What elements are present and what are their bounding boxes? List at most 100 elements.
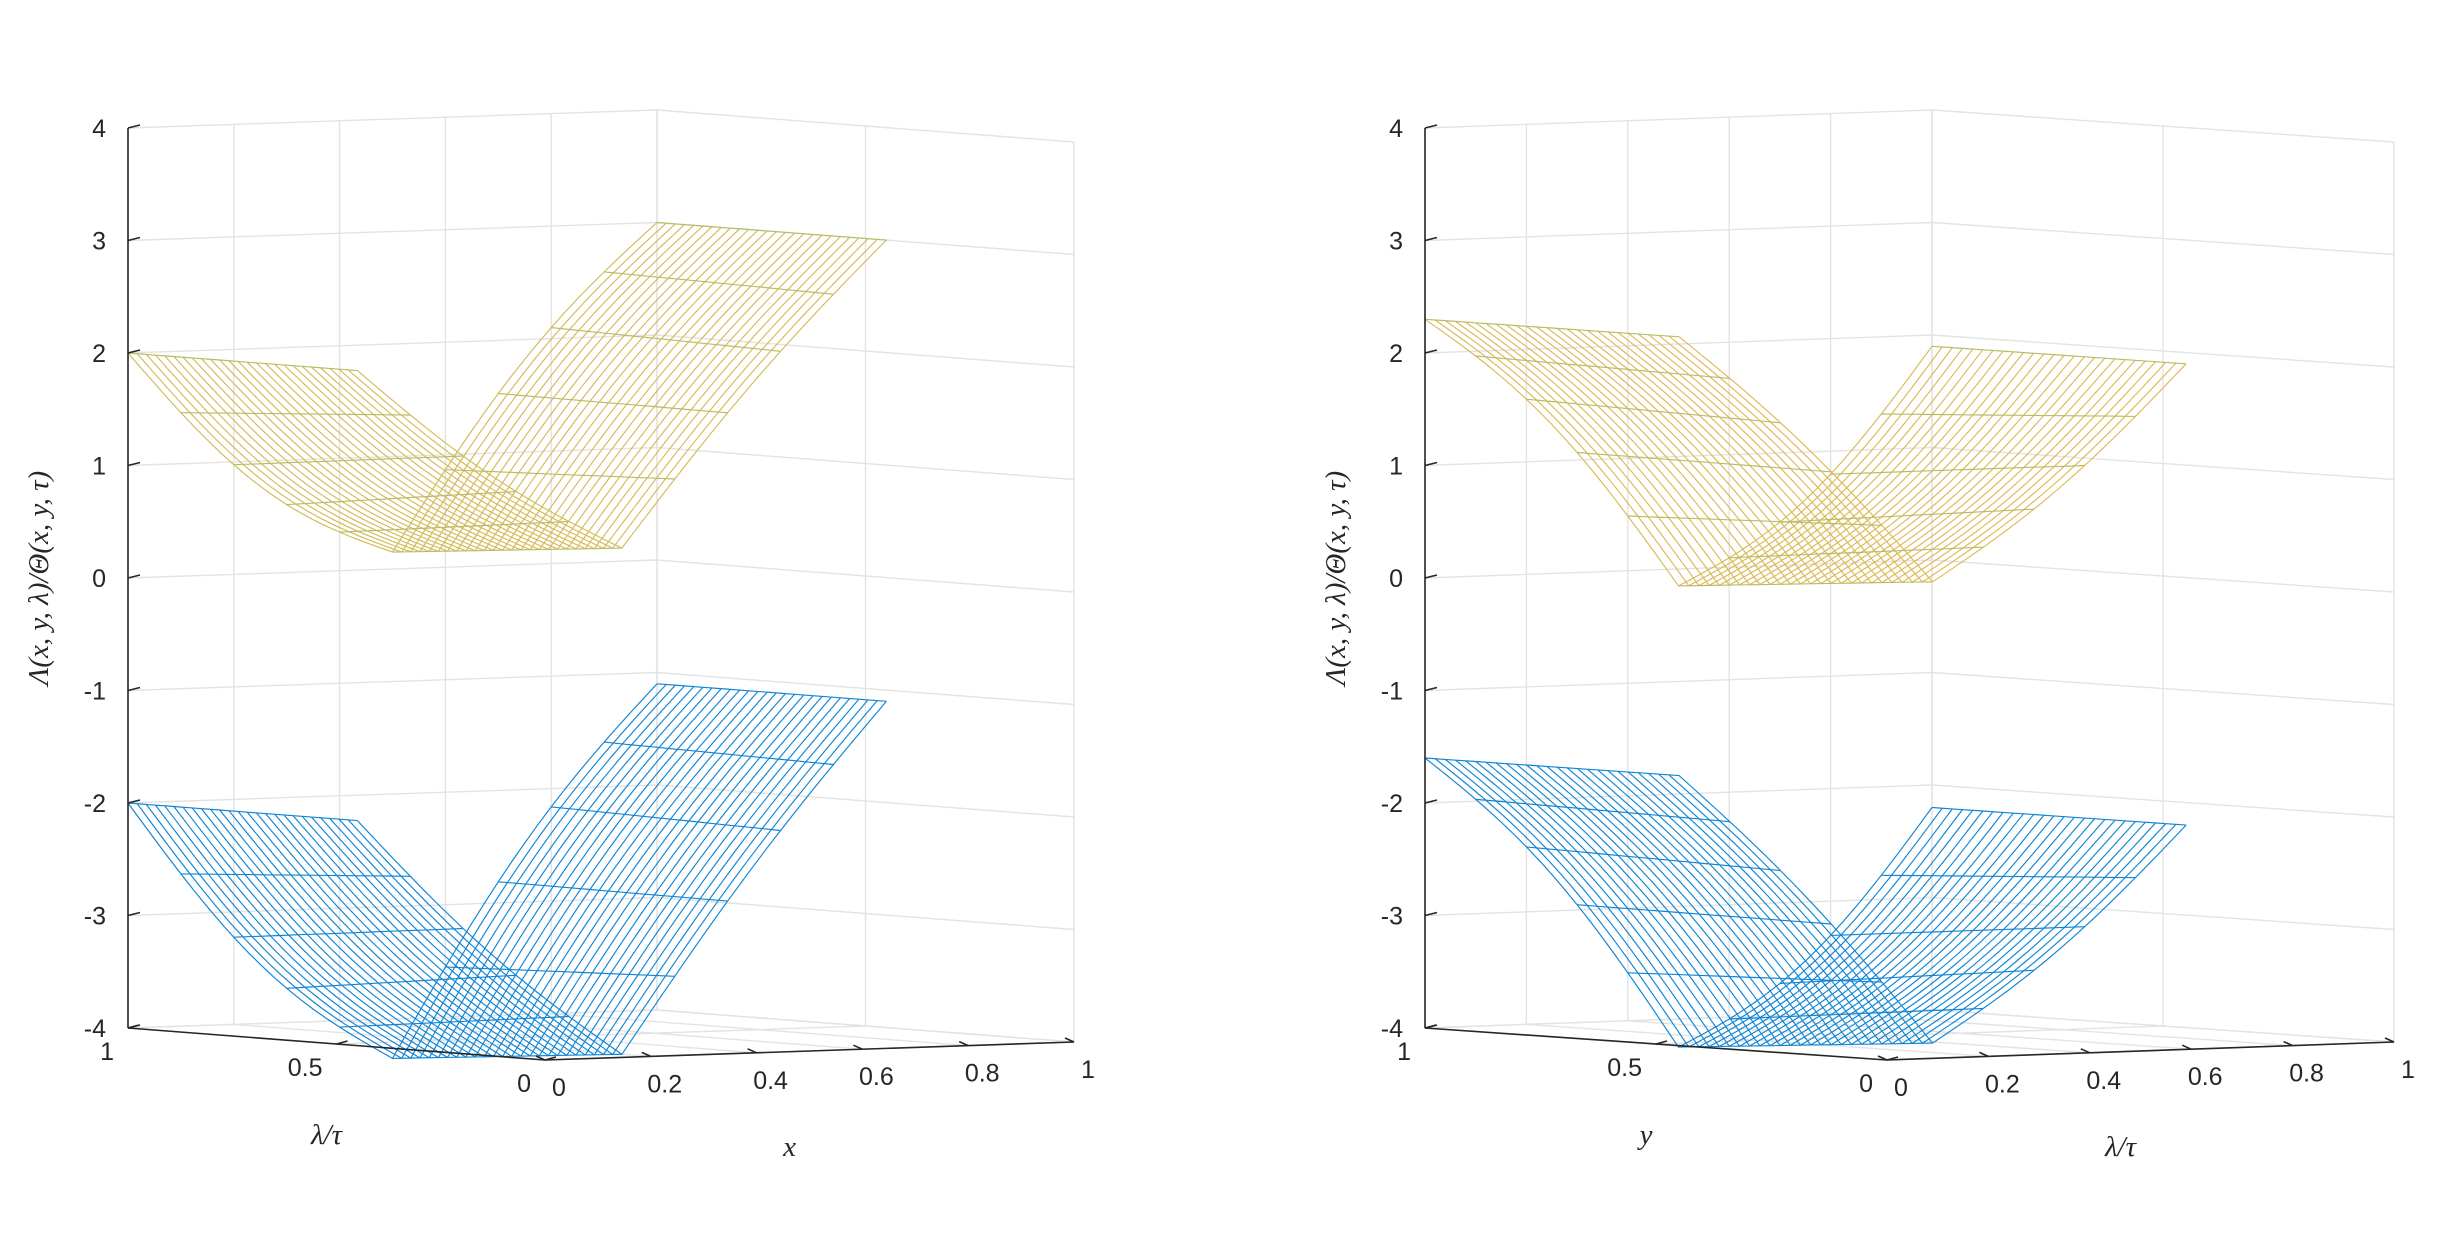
front-left-tick-label: 0	[517, 1070, 531, 1098]
upper-surface	[127, 221, 887, 553]
surface-mesh-line	[233, 927, 464, 938]
z-tick-label: -1	[84, 678, 106, 706]
surface-mesh-line	[338, 699, 869, 1056]
front-right-axis-line	[1886, 1041, 2395, 1061]
front-right-tick-label: 1	[1081, 1056, 1095, 1084]
grid-line	[127, 1009, 1075, 1043]
surface-mesh-line	[320, 236, 851, 550]
front-right-tick-label: 0.8	[2289, 1060, 2324, 1088]
z-tick-label: -3	[84, 903, 106, 931]
front-right-tick-label: 0.4	[753, 1067, 788, 1095]
z-tick-label: -3	[1381, 903, 1403, 931]
front-right-tick-mark	[853, 1044, 863, 1050]
surface-mesh-line	[286, 974, 517, 989]
grid-line	[1424, 784, 2395, 818]
surface-mesh-line	[1729, 1007, 1984, 1020]
surface-mesh-line	[1627, 771, 2136, 1045]
surface-mesh-line	[1638, 772, 2146, 1045]
grid	[1424, 109, 2395, 1061]
z-axis-label: Λ(x, y, λ)/Θ(x, y, τ)	[23, 471, 55, 688]
front-right-tick-mark	[641, 1051, 652, 1058]
surface-mesh-line	[127, 352, 358, 372]
grid-line	[127, 128, 546, 1061]
surface-mesh-line	[1648, 773, 2157, 1045]
surface-mesh-line	[1577, 904, 1832, 925]
surface-mesh-line	[127, 802, 358, 822]
surface-mesh-line	[1678, 581, 1933, 587]
surface-mesh-line	[445, 469, 675, 480]
z-tick-mark	[1424, 911, 1438, 917]
surface-mesh-line	[445, 966, 675, 977]
surface-mesh-line	[1475, 355, 1730, 379]
front-left-axis-label: λ/τ	[310, 1119, 344, 1151]
z-tick-mark	[127, 236, 141, 242]
front-right-axis-label: x	[782, 1131, 796, 1163]
z-tick-label: -4	[1381, 1015, 1403, 1043]
z-tick-label: 2	[1389, 340, 1403, 368]
surface-mesh-line	[155, 224, 685, 553]
grid	[127, 109, 1075, 1061]
surface-mesh-line	[1627, 515, 1882, 526]
surface-mesh-line	[145, 684, 676, 1059]
surface-mesh-line	[329, 698, 860, 1056]
front-right-tick-label: 0.8	[965, 1060, 1000, 1088]
surface-mesh-line	[265, 232, 796, 551]
front-left-tick-mark	[127, 1024, 140, 1029]
surface-mesh-line	[1830, 464, 2085, 475]
z-tick-mark	[1424, 349, 1438, 354]
grid-line	[1424, 221, 2395, 256]
front-right-tick-mark	[2181, 1044, 2192, 1050]
grid-line	[127, 110, 658, 1029]
surface-mesh-line	[286, 490, 517, 506]
z-ticks: -4 -3 -2 -1 0 1 2 3 4	[84, 115, 141, 1043]
front-right-tick-mark	[2080, 1048, 2091, 1054]
surface-mesh-line	[180, 873, 411, 877]
front-left-tick-mark	[1424, 1024, 1437, 1029]
front-right-tick-label: 0	[1894, 1074, 1908, 1102]
surface-mesh-line	[1779, 969, 2035, 984]
surface-mesh-line	[339, 1015, 570, 1028]
surface-mesh-line	[656, 683, 887, 702]
z-tick-label: 1	[1389, 453, 1403, 481]
front-right-ticks: 0 0.2 0.4 0.6 0.8 1	[535, 1037, 1095, 1102]
surface-mesh-line	[392, 547, 622, 553]
z-tick-mark	[127, 461, 141, 467]
front-right-tick-mark	[1979, 1051, 1989, 1058]
surfaces	[1424, 318, 2187, 1048]
front-left-tick-label: 1	[100, 1038, 114, 1066]
lower-surface	[1424, 757, 2187, 1048]
front-left-tick-mark	[1886, 1056, 1899, 1061]
grid-line	[1424, 334, 2395, 368]
surface-mesh-line	[1678, 1042, 1933, 1048]
surface-mesh-line	[233, 455, 464, 466]
surface-mesh-line	[498, 392, 728, 414]
surface-mesh-line	[357, 239, 887, 549]
surface-mesh-line	[1424, 318, 1680, 338]
surface-mesh-line	[180, 412, 411, 416]
surface-mesh-line	[136, 222, 667, 553]
surface-mesh-line	[604, 741, 834, 766]
grid-line	[233, 124, 651, 1058]
surface-mesh-line	[347, 238, 878, 549]
surface-mesh-line	[1779, 508, 2035, 523]
front-right-tick-mark	[958, 1040, 969, 1047]
z-tick-label: 0	[92, 565, 106, 593]
front-left-tick-mark	[1655, 1040, 1668, 1045]
front-left-tick-label: 0.5	[288, 1054, 323, 1082]
lower-surface	[127, 683, 887, 1060]
z-tick-label: -2	[84, 790, 106, 818]
surface-mesh-line	[1729, 546, 1984, 559]
z-tick-mark	[1424, 574, 1438, 579]
z-axis-label: Λ(x, y, λ)/Θ(x, y, τ)	[1320, 471, 1352, 688]
surface-mesh-line	[1931, 345, 2187, 365]
surface-mesh-line	[329, 237, 860, 550]
front-left-ticks: 00.51	[100, 1024, 557, 1098]
surface-mesh-line	[182, 226, 713, 552]
front-right-tick-label: 0.6	[859, 1063, 894, 1091]
z-tick-mark	[127, 349, 141, 354]
z-tick-mark	[127, 799, 141, 804]
z-tick-mark	[1424, 461, 1438, 467]
surface-mesh-line	[356, 700, 887, 1056]
